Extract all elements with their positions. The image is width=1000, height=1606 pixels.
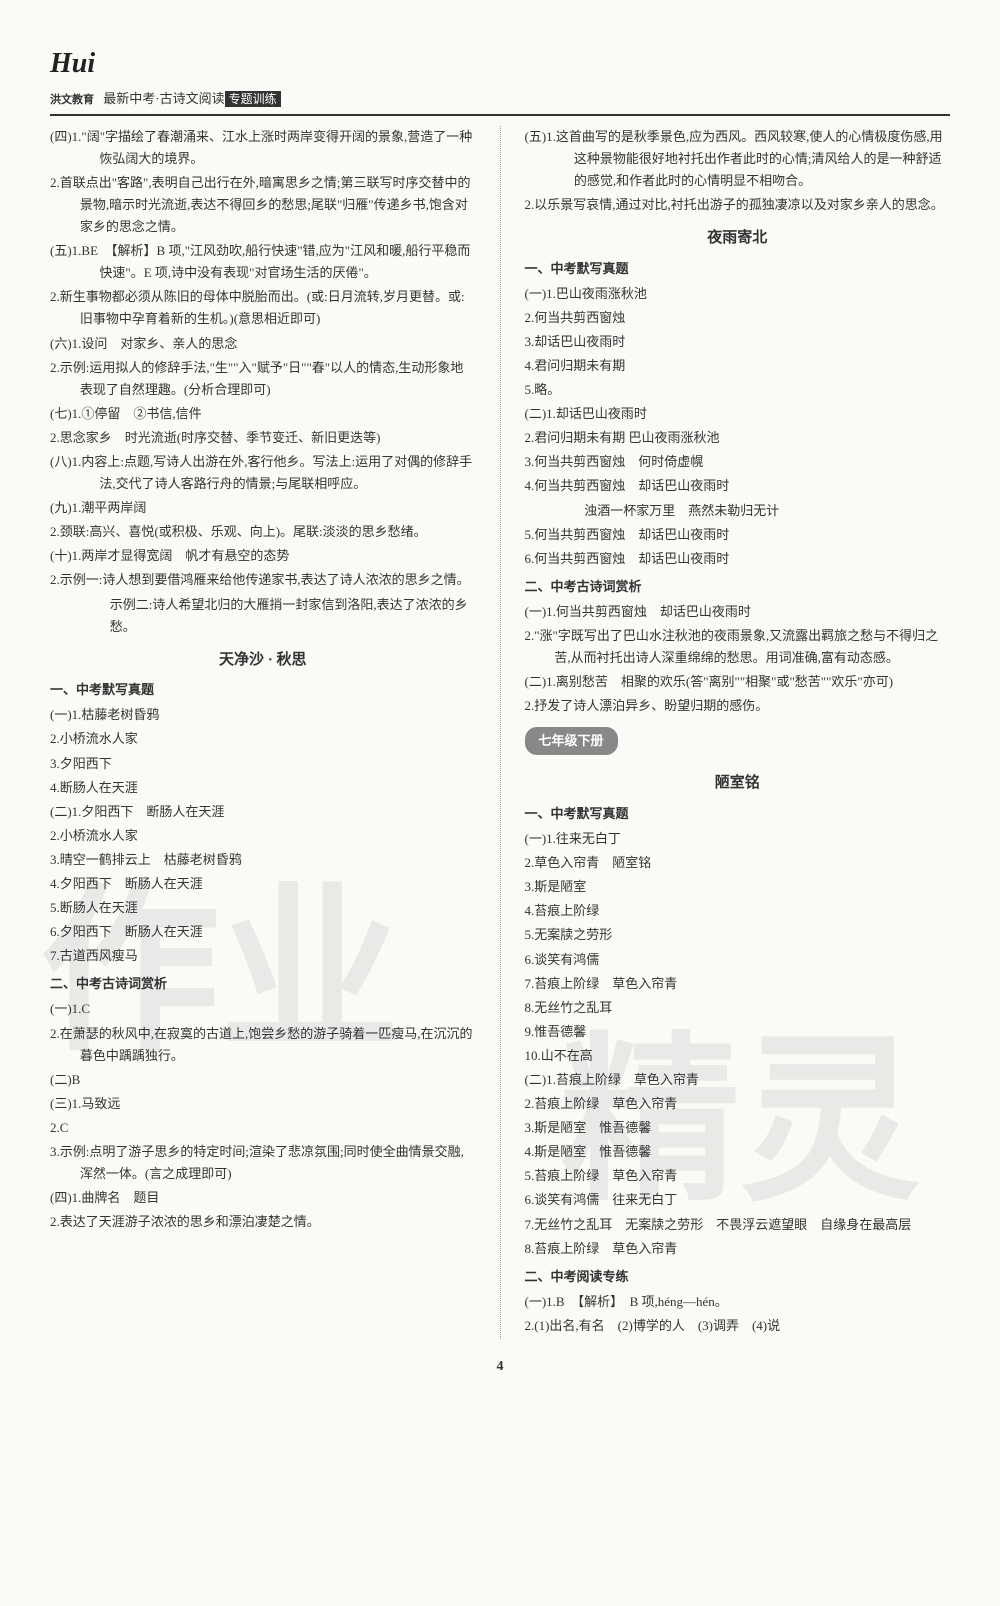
answer-line: 3.示例:点明了游子思乡的特定时间;渲染了悲凉氛围;同时使全曲情景交融,浑然一体… [50,1141,476,1185]
subtitle: 最新中考·古诗文阅读 [103,91,224,106]
answer-line: 5.无案牍之劳形 [525,924,951,946]
answer-line: 2.抒发了诗人漂泊异乡、盼望归期的感伤。 [525,695,951,717]
answer-line: (二)1.夕阳西下 断肠人在天涯 [50,801,476,823]
brand-name: 洪文教育 [50,91,94,110]
answer-line: 2.以乐景写哀情,通过对比,衬托出游子的孤独凄凉以及对家乡亲人的思念。 [525,194,951,216]
page-header: Hui 洪文教育 最新中考·古诗文阅读专题训练 [50,40,950,116]
page-number: 4 [50,1355,950,1379]
answer-subline: 浊酒一杯家万里 燕然未勒归无计 [525,500,951,522]
section-heading: 二、中考阅读专练 [525,1266,951,1288]
section-heading: 一、中考默写真题 [525,258,951,280]
column-divider [500,126,501,1339]
answer-line: 5.断肠人在天涯 [50,897,476,919]
answer-line: 4.断肠人在天涯 [50,777,476,799]
answer-line: (一)1.B 【解析】 B 项,héng—hén。 [525,1291,951,1313]
grade-pill: 七年级下册 [525,727,618,755]
answer-line: 6.何当共剪西窗烛 却话巴山夜雨时 [525,548,951,570]
answer-subline: 示例二:诗人希望北归的大雁捎一封家信到洛阳,表达了浓浓的乡愁。 [50,594,476,638]
answer-line: (七)1.①停留 ②书信,信件 [50,403,476,425]
answer-line: 2.何当共剪西窗烛 [525,307,951,329]
answer-line: 8.无丝竹之乱耳 [525,997,951,1019]
answer-line: 2.小桥流水人家 [50,728,476,750]
answer-line: 2.示例:运用拟人的修辞手法,"生""入"赋予"日""春"以人的情态,生动形象地… [50,357,476,401]
answer-line: (五)1.这首曲写的是秋季景色,应为西风。西风较寒,使人的心情极度伤感,用这种景… [525,126,951,192]
answer-line: 2.在萧瑟的秋风中,在寂寞的古道上,饱尝乡愁的游子骑着一匹瘦马,在沉沉的暮色中踽… [50,1023,476,1067]
left-column: (四)1."阔"字描绘了春潮涌来、江水上涨时两岸变得开阔的景象,营造了一种恢弘阔… [50,126,476,1339]
right-column: (五)1.这首曲写的是秋季景色,应为西风。西风较寒,使人的心情极度伤感,用这种景… [525,126,951,1339]
section-heading: 一、中考默写真题 [50,679,476,701]
answer-line: 7.无丝竹之乱耳 无案牍之劳形 不畏浮云遮望眼 自缘身在最高层 [525,1214,951,1236]
answer-line: 5.苔痕上阶绿 草色入帘青 [525,1165,951,1187]
answer-line: (一)1.何当共剪西窗烛 却话巴山夜雨时 [525,601,951,623]
answer-line: 2.草色入帘青 陋室铭 [525,852,951,874]
answer-line: 3.斯是陋室 惟吾德馨 [525,1117,951,1139]
answer-line: 8.苔痕上阶绿 草色入帘青 [525,1238,951,1260]
answer-line: 3.却话巴山夜雨时 [525,331,951,353]
answer-line: (三)1.马致远 [50,1093,476,1115]
answer-line: 2.示例一:诗人想到要借鸿雁来给他传递家书,表达了诗人浓浓的思乡之情。 [50,569,476,591]
answer-line: 3.斯是陋室 [525,876,951,898]
answer-line: 9.惟吾德馨 [525,1021,951,1043]
answer-line: (四)1."阔"字描绘了春潮涌来、江水上涨时两岸变得开阔的景象,营造了一种恢弘阔… [50,126,476,170]
answer-line: (一)1.往来无白丁 [525,828,951,850]
answer-line: (六)1.设问 对家乡、亲人的思念 [50,333,476,355]
answer-line: 2.苔痕上阶绿 草色入帘青 [525,1093,951,1115]
answer-line: (一)1.枯藤老树昏鸦 [50,704,476,726]
answer-line: 2.思念家乡 时光流逝(时序交替、季节变迁、新旧更迭等) [50,427,476,449]
answer-line: (八)1.内容上:点题,写诗人出游在外,客行他乡。写法上:运用了对偶的修辞手法,… [50,451,476,495]
answer-line: 2.表达了天涯游子浓浓的思乡和漂泊凄楚之情。 [50,1211,476,1233]
section-heading: 二、中考古诗词赏析 [50,973,476,995]
answer-line: 3.何当共剪西窗烛 何时倚虚幌 [525,451,951,473]
answer-line: 4.君问归期未有期 [525,355,951,377]
answer-line: (四)1.曲牌名 题目 [50,1187,476,1209]
answer-line: (二)1.却话巴山夜雨时 [525,403,951,425]
answer-line: 3.夕阳西下 [50,753,476,775]
answer-line: (一)1.C [50,998,476,1020]
answer-line: 6.夕阳西下 断肠人在天涯 [50,921,476,943]
answer-line: 2.君问归期未有期 巴山夜雨涨秋池 [525,427,951,449]
answer-line: 10.山不在高 [525,1045,951,1067]
answer-line: 2.(1)出名,有名 (2)博学的人 (3)调弄 (4)说 [525,1315,951,1337]
answer-line: 5.何当共剪西窗烛 却话巴山夜雨时 [525,524,951,546]
answer-line: 2.C [50,1117,476,1139]
answer-line: 2."涨"字既写出了巴山水注秋池的夜雨景象,又流露出羁旅之愁与不得归之苦,从而衬… [525,625,951,669]
section-title: 夜雨寄北 [525,226,951,252]
answer-line: 4.苔痕上阶绿 [525,900,951,922]
answer-line: 7.苔痕上阶绿 草色入帘青 [525,973,951,995]
answer-line: 7.古道西风瘦马 [50,945,476,967]
answer-line: 4.夕阳西下 断肠人在天涯 [50,873,476,895]
section-title: 天净沙 · 秋思 [50,648,476,674]
answer-line: 2.颈联:高兴、喜悦(或积极、乐观、向上)。尾联:淡淡的思乡愁绪。 [50,521,476,543]
content-columns: (四)1."阔"字描绘了春潮涌来、江水上涨时两岸变得开阔的景象,营造了一种恢弘阔… [50,126,950,1339]
answer-line: 2.小桥流水人家 [50,825,476,847]
answer-line: (十)1.两岸才显得宽阔 帆才有悬空的态势 [50,545,476,567]
answer-line: 6.谈笑有鸿儒 [525,949,951,971]
answer-line: 6.谈笑有鸿儒 往来无白丁 [525,1189,951,1211]
answer-line: (九)1.潮平两岸阔 [50,497,476,519]
answer-line: (二)B [50,1069,476,1091]
answer-line: 5.略。 [525,379,951,401]
subtitle-black: 专题训练 [225,91,281,107]
answer-line: 3.晴空一鹤排云上 枯藤老树昏鸦 [50,849,476,871]
answer-line: (二)1.苔痕上阶绿 草色入帘青 [525,1069,951,1091]
section-heading: 一、中考默写真题 [525,803,951,825]
answer-line: (五)1.BE 【解析】B 项,"江风劲吹,船行快速"错,应为"江风和暖,船行平… [50,240,476,284]
section-title: 陋室铭 [525,771,951,797]
answer-line: 2.新生事物都必须从陈旧的母体中脱胎而出。(或:日月流转,岁月更替。或:旧事物中… [50,286,476,330]
answer-line: (一)1.巴山夜雨涨秋池 [525,283,951,305]
answer-line: (二)1.离别愁苦 相聚的欢乐(答"离别""相聚"或"愁苦""欢乐"亦可) [525,671,951,693]
answer-line: 4.何当共剪西窗烛 却话巴山夜雨时 [525,475,951,497]
logo: Hui [50,40,950,88]
answer-line: 4.斯是陋室 惟吾德馨 [525,1141,951,1163]
section-heading: 二、中考古诗词赏析 [525,576,951,598]
answer-line: 2.首联点出"客路",表明自己出行在外,暗寓思乡之情;第三联写时序交替中的景物,… [50,172,476,238]
